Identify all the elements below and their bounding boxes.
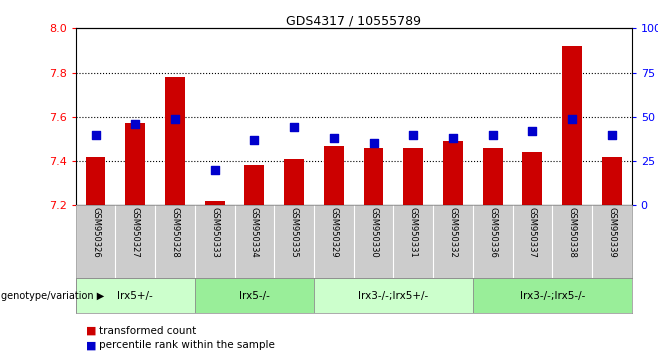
Bar [245,166,265,205]
Text: GSM950338: GSM950338 [568,207,576,258]
Point [130,121,141,127]
Bar [86,156,105,205]
Point [209,167,220,173]
Text: lrx5+/-: lrx5+/- [117,291,153,301]
Bar [284,159,304,205]
Point [447,135,458,141]
Text: GSM950329: GSM950329 [329,207,338,257]
Bar [125,124,145,205]
Text: ■: ■ [86,326,96,336]
FancyBboxPatch shape [314,278,473,313]
Text: lrx3-/-;lrx5+/-: lrx3-/-;lrx5+/- [358,291,428,301]
Bar [324,145,343,205]
Bar [483,148,503,205]
Point [170,116,180,121]
Point [90,132,101,137]
FancyBboxPatch shape [473,278,632,313]
Point [289,125,299,130]
Text: GSM950337: GSM950337 [528,207,537,258]
Point [408,132,418,137]
Bar [165,77,185,205]
Text: GSM950335: GSM950335 [290,207,299,257]
Text: percentile rank within the sample: percentile rank within the sample [99,340,274,350]
Point [567,116,577,121]
Bar [364,148,384,205]
Title: GDS4317 / 10555789: GDS4317 / 10555789 [286,14,421,27]
Text: GSM950330: GSM950330 [369,207,378,257]
Text: GSM950328: GSM950328 [170,207,180,257]
Point [328,135,339,141]
Text: GSM950336: GSM950336 [488,207,497,258]
Bar [522,152,542,205]
Text: GSM950326: GSM950326 [91,207,100,257]
Point [368,141,379,146]
Text: GSM950333: GSM950333 [210,207,219,258]
Text: ■: ■ [86,340,96,350]
Bar [403,148,423,205]
Text: GSM950332: GSM950332 [449,207,457,257]
Bar [562,46,582,205]
Bar [602,156,622,205]
Text: GSM950334: GSM950334 [250,207,259,257]
Bar [205,201,224,205]
Text: lrx3-/-;lrx5-/-: lrx3-/-;lrx5-/- [520,291,585,301]
FancyBboxPatch shape [76,278,195,313]
FancyBboxPatch shape [195,278,314,313]
Point [607,132,617,137]
Text: GSM950331: GSM950331 [409,207,418,257]
Text: GSM950327: GSM950327 [131,207,139,257]
Text: genotype/variation ▶: genotype/variation ▶ [1,291,105,301]
Bar [443,141,463,205]
Point [249,137,260,143]
Point [527,128,538,134]
Text: lrx5-/-: lrx5-/- [239,291,270,301]
Text: transformed count: transformed count [99,326,196,336]
Text: GSM950339: GSM950339 [607,207,617,257]
Point [488,132,498,137]
